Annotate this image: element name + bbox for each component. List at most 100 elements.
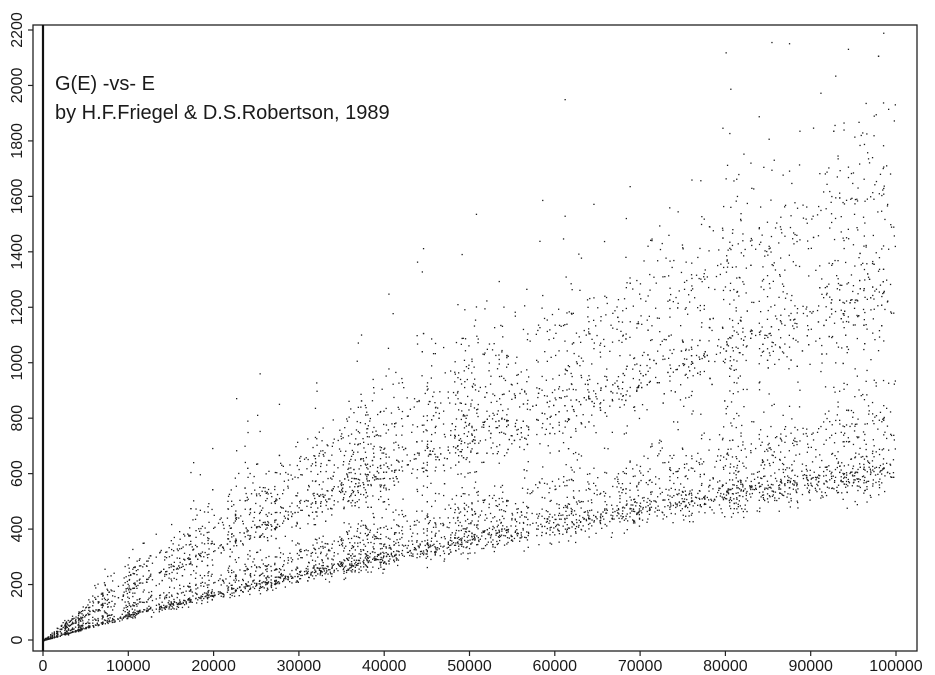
data-point	[419, 550, 422, 553]
data-point	[268, 555, 270, 558]
data-point	[888, 449, 890, 451]
data-point	[350, 567, 352, 569]
data-point	[779, 320, 782, 322]
data-point	[890, 433, 892, 435]
data-point	[675, 471, 677, 473]
data-point	[488, 532, 490, 534]
data-point	[207, 586, 209, 589]
data-point	[591, 525, 593, 527]
data-point	[450, 551, 452, 553]
data-point	[622, 471, 624, 473]
data-point	[352, 546, 354, 549]
data-point	[409, 528, 412, 530]
data-point	[540, 523, 542, 525]
data-point	[315, 564, 317, 566]
data-point	[649, 358, 651, 361]
data-point	[672, 504, 674, 507]
data-point	[369, 465, 371, 468]
data-point	[362, 561, 364, 563]
data-point	[82, 620, 84, 622]
data-point	[708, 326, 711, 329]
data-point	[389, 546, 391, 549]
data-point	[786, 467, 788, 469]
data-point	[694, 470, 696, 472]
data-point	[833, 442, 836, 444]
data-point	[183, 604, 186, 606]
data-point	[278, 525, 281, 527]
data-point	[596, 398, 598, 400]
data-point	[749, 485, 751, 487]
data-point	[428, 521, 430, 524]
data-point	[739, 375, 741, 377]
data-point	[200, 596, 202, 598]
data-point	[622, 488, 624, 491]
data-point	[894, 380, 896, 382]
data-point	[554, 485, 556, 487]
data-point	[679, 399, 682, 401]
data-point	[408, 540, 410, 542]
data-point	[211, 595, 213, 597]
data-point	[297, 581, 299, 583]
data-point	[165, 597, 168, 599]
data-point	[380, 538, 382, 540]
data-point	[274, 528, 276, 531]
data-point	[582, 501, 584, 503]
data-point	[578, 453, 580, 455]
data-point	[270, 585, 272, 587]
data-point	[708, 340, 710, 342]
data-point	[737, 333, 739, 335]
data-point	[727, 489, 729, 491]
data-point	[196, 546, 198, 548]
data-point	[633, 520, 636, 522]
data-point	[767, 484, 769, 486]
data-point	[742, 486, 744, 488]
data-point	[258, 575, 261, 577]
data-point	[697, 492, 699, 495]
data-point	[201, 577, 203, 579]
data-point	[721, 326, 724, 328]
data-point	[490, 533, 493, 536]
data-point	[208, 596, 210, 598]
data-point	[890, 476, 893, 478]
data-point	[662, 499, 664, 501]
data-point	[443, 470, 446, 472]
data-point	[140, 582, 142, 584]
data-point	[331, 508, 333, 510]
data-point	[455, 549, 457, 552]
data-point	[418, 452, 420, 454]
data-point	[504, 433, 507, 435]
data-point	[884, 490, 886, 493]
data-point	[443, 524, 445, 526]
data-point	[737, 471, 739, 473]
data-point	[498, 503, 500, 506]
data-point	[155, 598, 157, 600]
data-point	[180, 603, 183, 605]
data-point	[474, 513, 476, 515]
data-point	[486, 517, 488, 519]
data-point	[733, 508, 735, 510]
data-point	[761, 483, 763, 486]
data-point	[873, 423, 875, 425]
data-point	[208, 553, 210, 555]
data-point	[483, 547, 485, 550]
data-point	[144, 609, 146, 611]
data-point	[471, 448, 473, 450]
data-point	[264, 581, 266, 583]
data-point	[67, 629, 70, 631]
data-point	[247, 534, 249, 536]
data-point	[736, 290, 739, 293]
data-point	[566, 507, 569, 509]
data-point	[393, 561, 396, 563]
data-point	[806, 451, 808, 453]
data-point	[788, 334, 790, 336]
data-point	[418, 547, 420, 549]
data-point	[159, 597, 161, 599]
data-point	[110, 589, 112, 591]
data-point	[287, 562, 289, 564]
data-point	[79, 618, 81, 620]
data-point	[645, 373, 647, 376]
data-point	[496, 543, 498, 546]
data-point	[787, 493, 789, 495]
data-point	[875, 481, 877, 484]
data-point	[813, 471, 815, 473]
